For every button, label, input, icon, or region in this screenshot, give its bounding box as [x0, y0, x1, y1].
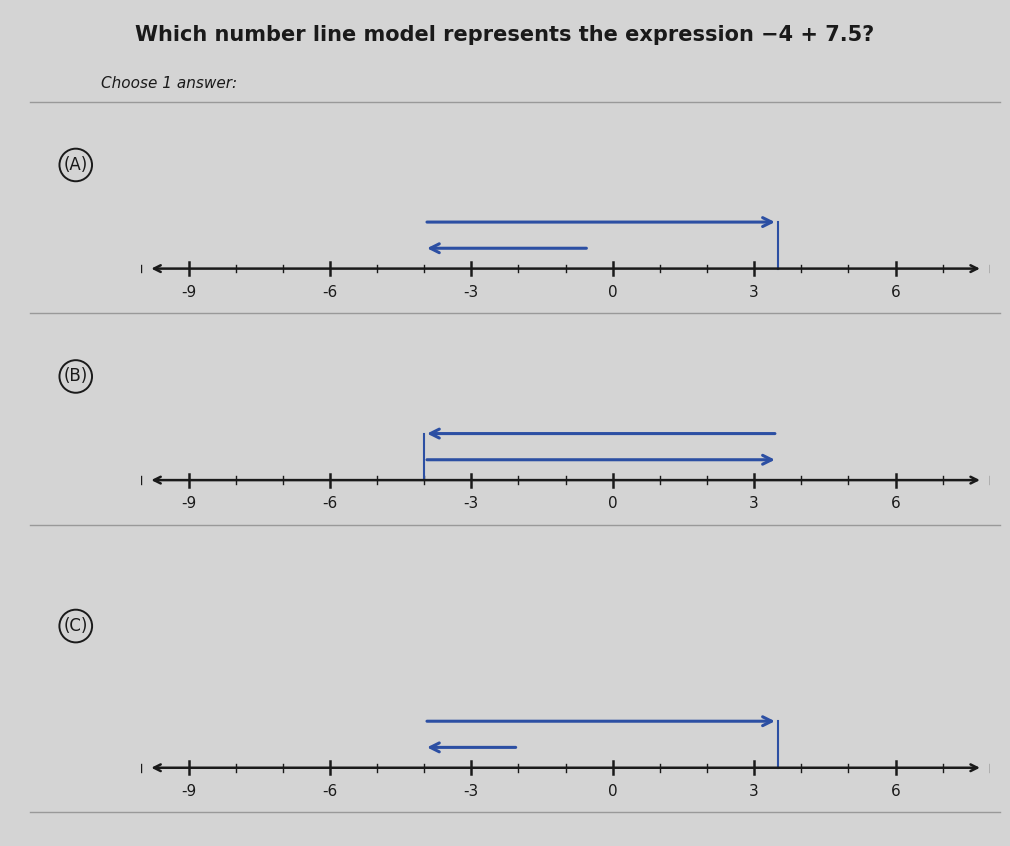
Text: -9: -9 — [181, 783, 196, 799]
Text: (C): (C) — [64, 617, 88, 635]
Text: -9: -9 — [181, 284, 196, 299]
Text: -6: -6 — [322, 783, 337, 799]
Text: (A): (A) — [64, 156, 88, 174]
Text: -6: -6 — [322, 284, 337, 299]
Text: 6: 6 — [891, 284, 900, 299]
Text: Choose 1 answer:: Choose 1 answer: — [101, 76, 237, 91]
Text: 0: 0 — [608, 496, 617, 511]
Text: 3: 3 — [749, 284, 759, 299]
Text: 6: 6 — [891, 496, 900, 511]
Text: -3: -3 — [464, 783, 479, 799]
Text: 0: 0 — [608, 783, 617, 799]
Text: 3: 3 — [749, 783, 759, 799]
Text: 6: 6 — [891, 783, 900, 799]
Text: Which number line model represents the expression −4 + 7.5?: Which number line model represents the e… — [135, 25, 875, 46]
Text: -3: -3 — [464, 496, 479, 511]
Text: (B): (B) — [64, 367, 88, 386]
Text: -3: -3 — [464, 284, 479, 299]
Text: 0: 0 — [608, 284, 617, 299]
Text: 3: 3 — [749, 496, 759, 511]
Text: -6: -6 — [322, 496, 337, 511]
Text: -9: -9 — [181, 496, 196, 511]
